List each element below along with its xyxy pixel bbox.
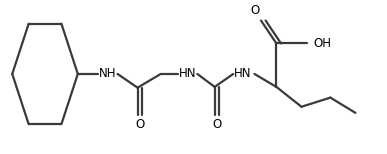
Text: OH: OH [313, 37, 331, 50]
Text: NH: NH [99, 67, 116, 80]
Text: O: O [135, 118, 144, 131]
Text: O: O [212, 118, 222, 131]
Text: HN: HN [234, 67, 252, 80]
Text: O: O [250, 4, 260, 18]
Text: HN: HN [179, 67, 197, 80]
